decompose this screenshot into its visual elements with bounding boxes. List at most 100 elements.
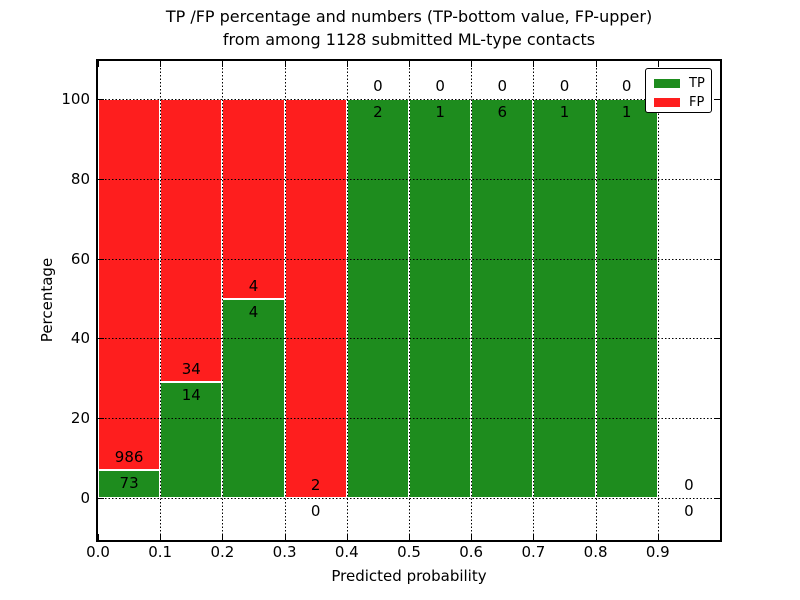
x-tick-bottom [471, 534, 473, 540]
tp-count-label: 73 [119, 474, 139, 493]
tp-count-label: 1 [559, 103, 570, 121]
y-tick-left [98, 258, 104, 260]
tp-bar-segment [346, 99, 409, 498]
gridline-vertical [284, 61, 286, 540]
chart-title-line2: from among 1128 submitted ML-type contac… [222, 30, 596, 49]
tp-count-label: 1 [435, 103, 445, 121]
x-tick-label: 0.7 [521, 543, 546, 561]
y-tick-label: 0 [80, 489, 90, 507]
fp-count-label: 0 [373, 77, 383, 95]
x-tick-top [222, 61, 224, 67]
x-tick-label: 0.5 [397, 543, 421, 561]
tp-bar-segment [160, 381, 223, 498]
y-tick-left [98, 418, 104, 420]
legend: TP FP [645, 68, 712, 113]
legend-item-tp: TP [654, 75, 711, 91]
x-tick-top [284, 61, 286, 67]
legend-item-fp: FP [654, 94, 711, 110]
x-tick-top [98, 61, 99, 67]
y-tick-label: 60 [70, 249, 90, 268]
x-tick-label: 0.3 [272, 543, 297, 561]
y-tick-right [714, 99, 720, 100]
x-tick-label: 0.0 [86, 543, 110, 561]
tp-bar-segment [409, 99, 472, 498]
gridline-vertical [595, 61, 597, 540]
y-tick-label: 100 [61, 90, 90, 108]
y-tick-right [714, 498, 720, 499]
tp-count-label: 2 [373, 103, 383, 121]
gridline-vertical [160, 61, 162, 540]
fp-count-label: 0 [559, 77, 570, 95]
legend-label-fp: FP [689, 94, 705, 110]
y-tick-label: 80 [70, 169, 90, 188]
y-tick-left [98, 338, 104, 340]
fp-count-label: 0 [684, 476, 694, 494]
y-tick-right [714, 418, 720, 420]
gridline-vertical [222, 61, 224, 540]
y-tick-left [98, 498, 104, 499]
legend-swatch-tp [654, 78, 680, 88]
fp-count-label: 2 [310, 476, 321, 494]
tp-bar-segment [533, 99, 596, 498]
tp-count-label: 4 [248, 302, 259, 321]
x-tick-label: 0.1 [148, 543, 173, 561]
x-tick-bottom [533, 534, 535, 540]
fp-bar-segment [98, 99, 161, 471]
y-tick-right [714, 178, 720, 180]
x-tick-label: 0.2 [210, 543, 235, 561]
x-tick-top [595, 61, 597, 67]
x-tick-bottom [657, 534, 659, 540]
x-tick-top [657, 61, 659, 67]
fp-count-label: 0 [435, 77, 445, 95]
gridline-vertical [471, 61, 473, 540]
fp-count-label: 34 [181, 359, 201, 378]
x-tick-bottom [595, 534, 597, 540]
y-tick-right [714, 258, 720, 260]
y-tick-right [714, 338, 720, 340]
tp-bar-segment [98, 470, 161, 498]
x-tick-top [471, 61, 473, 67]
y-tick-left [98, 178, 104, 180]
fp-bar-segment [284, 99, 347, 498]
gridline-vertical [533, 61, 535, 540]
x-tick-bottom [160, 534, 162, 540]
x-tick-top [409, 61, 410, 67]
chart-title: TP /FP percentage and numbers (TP-bottom… [98, 5, 720, 51]
tp-bar-segment [471, 99, 534, 498]
y-tick-label: 20 [70, 409, 90, 428]
x-tick-label: 0.4 [334, 543, 359, 561]
x-tick-bottom [98, 534, 99, 540]
fp-count-label: 0 [621, 77, 632, 95]
tp-bar-segment [222, 298, 285, 498]
tp-count-label: 14 [181, 385, 201, 404]
y-tick-left [98, 99, 104, 100]
tp-count-label: 6 [497, 103, 508, 121]
tp-count-label: 0 [310, 502, 321, 520]
x-tick-label: 0.8 [583, 543, 608, 561]
x-tick-top [160, 61, 162, 67]
gridline-vertical [409, 61, 410, 540]
legend-label-tp: TP [689, 75, 705, 91]
x-tick-label: 0.6 [459, 543, 484, 561]
legend-swatch-fp [654, 97, 680, 107]
y-tick-label: 40 [70, 329, 90, 348]
x-tick-bottom [346, 534, 348, 540]
fp-count-label: 986 [114, 448, 144, 467]
gridline-vertical [657, 61, 659, 540]
tp-count-label: 0 [684, 502, 694, 520]
gridline-vertical [346, 61, 348, 540]
fp-count-label: 4 [248, 276, 259, 295]
tp-count-label: 1 [621, 103, 632, 121]
x-tick-top [346, 61, 348, 67]
x-tick-bottom [409, 534, 410, 540]
fp-count-label: 0 [497, 77, 508, 95]
x-tick-top [533, 61, 535, 67]
x-tick-label: 0.9 [645, 543, 670, 561]
chart-title-line1: TP /FP percentage and numbers (TP-bottom… [165, 7, 653, 26]
plot-area: TP FP 986 73 34 14 4 4 2 0 0 2 0 1 0 6 0 1 0 1 0 0 [98, 61, 720, 540]
x-axis-label: Predicted probability [331, 567, 487, 585]
tp-bar-segment [595, 99, 658, 498]
fp-bar-segment [222, 99, 285, 299]
x-tick-bottom [284, 534, 286, 540]
